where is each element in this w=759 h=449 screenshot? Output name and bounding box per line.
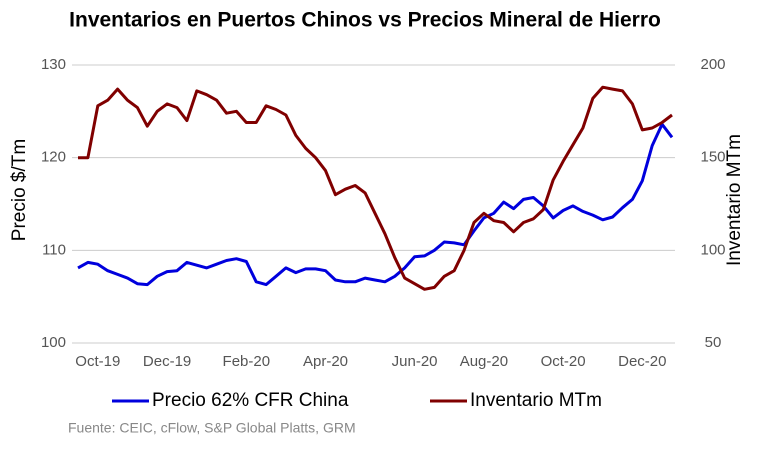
- x-tick-label: Jun-20: [392, 353, 438, 370]
- chart-title: Inventarios en Puertos Chinos vs Precios…: [69, 9, 661, 32]
- legend-label: Precio 62% CFR China: [152, 390, 349, 411]
- x-tick-label: Dec-20: [618, 353, 666, 370]
- y2-tick-label: 50: [705, 334, 722, 351]
- x-tick-label: Oct-20: [541, 353, 586, 370]
- y-axis-label: Precio $/Tm: [9, 139, 30, 241]
- x-tick-label: Apr-20: [303, 353, 348, 370]
- y-tick-label: 130: [41, 56, 66, 73]
- y2-tick-label: 100: [700, 241, 725, 258]
- x-tick-label: Dec-19: [143, 353, 191, 370]
- series-line: [78, 85, 673, 291]
- x-tick-label: Feb-20: [223, 353, 271, 370]
- y-tick-label: 120: [41, 149, 66, 166]
- y-tick-label: 100: [41, 334, 66, 351]
- legend-label: Inventario MTm: [470, 390, 602, 411]
- y-tick-label: 110: [42, 241, 66, 258]
- source-note: Fuente: CEIC, cFlow, S&P Global Platts, …: [68, 420, 356, 436]
- x-tick-label: Oct-19: [75, 353, 120, 370]
- y2-tick-label: 200: [700, 56, 725, 73]
- y2-tick-label: 150: [700, 149, 725, 166]
- x-tick-label: Aug-20: [460, 353, 508, 370]
- y2-axis-label: Inventario MTm: [724, 134, 745, 266]
- series-line: [77, 122, 674, 287]
